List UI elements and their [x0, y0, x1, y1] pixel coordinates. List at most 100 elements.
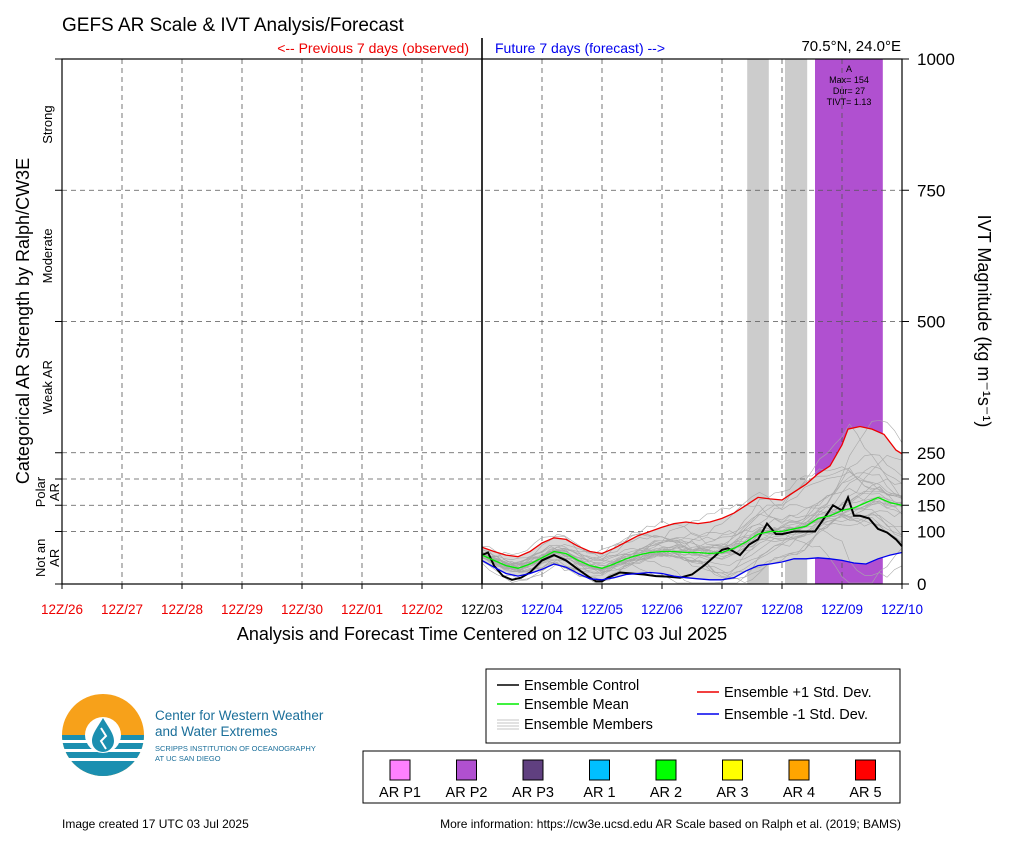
previous-days-label: <-- Previous 7 days (observed): [277, 40, 469, 56]
ensemble-member-line-28: [481, 467, 903, 567]
ensemble-member-line-18: [481, 486, 903, 571]
ensemble-spread-band: [482, 426, 902, 580]
right-axis-label: IVT Magnitude (kg m⁻¹s⁻¹): [974, 215, 994, 428]
ar-scale-swatch-6: [788, 759, 810, 781]
ar-scale-label-3: AR 1: [583, 785, 615, 801]
ensemble-member-line-13: [481, 466, 903, 568]
category-text-1-1: AR: [47, 483, 62, 501]
footer-more-info: More information: https://cw3e.ucsd.edu …: [440, 817, 901, 831]
ensemble-members-layer: [481, 420, 903, 584]
legend-members-swatch: [497, 719, 519, 730]
ensemble-member-line-16: [481, 454, 903, 569]
ar-scale-label-7: AR 5: [849, 785, 881, 801]
category-text-0-1: AR: [47, 549, 62, 567]
ensemble-1-std-dev-line: [481, 551, 903, 581]
x-tick-label-13: 12Z/09: [821, 602, 863, 617]
x-tick-label-9: 12Z/05: [581, 602, 623, 617]
x-tick-label-6: 12Z/02: [401, 602, 443, 617]
series-layer: [481, 425, 903, 583]
footer-created: Image created 17 UTC 03 Jul 2025: [62, 817, 249, 831]
ar-scale-legend: AR P1 AR P2 AR P3 AR 1 AR 2 AR 3 AR 4 AR 5: [362, 750, 901, 804]
legend-members-label: Ensemble Members: [524, 717, 653, 733]
grid-layer: [62, 59, 902, 584]
annotation-line-2: Max= 154: [829, 75, 869, 85]
x-tick-label-10: 12Z/06: [641, 602, 683, 617]
x-tick-label-3: 12Z/29: [221, 602, 263, 617]
ensemble-member-line-24: [481, 532, 903, 584]
ar-scale-label-1: AR P2: [446, 785, 488, 801]
category-text-0-0: Not an: [33, 539, 48, 577]
x-tick-label-12: 12Z/08: [761, 602, 803, 617]
ensemble-1-std-dev-line: [481, 425, 903, 558]
ar-scale-label-2: AR P3: [512, 785, 554, 801]
logo-circle-water: [62, 735, 144, 776]
annotation-line-4: TIVT= 1.13: [827, 97, 872, 107]
right-axis-label-text: IVT Magnitude (kg m⁻¹s⁻¹): [974, 215, 994, 428]
ensemble-member-line-4: [481, 420, 903, 563]
ensemble-member-line-21: [481, 478, 903, 565]
logo-line-2: and Water Extremes: [155, 724, 278, 739]
legend-control-label: Ensemble Control: [524, 678, 639, 694]
ensemble-member-line-29: [481, 500, 903, 575]
chart-title: GEFS AR Scale & IVT Analysis/Forecast: [62, 15, 404, 36]
x-tick-label-8: 12Z/04: [521, 602, 564, 617]
y-tick-label-250: 250: [917, 444, 945, 463]
ensemble-mean-line: [481, 496, 903, 569]
annotation-line-3: Dur= 27: [833, 86, 865, 96]
location-label: 70.5°N, 24.0°E: [801, 38, 901, 55]
x-tick-label-0: 12Z/26: [41, 602, 83, 617]
x-tick-label-1: 12Z/27: [101, 602, 143, 617]
ar-scale-label-4: AR 2: [650, 785, 682, 801]
logo-line-1: Center for Western Weather: [155, 708, 324, 723]
ensemble-control-line: [481, 494, 903, 583]
ensemble-member-line-7: [481, 465, 903, 571]
left-axis-label: Categorical AR Strength by Ralph/CW3E: [13, 158, 33, 484]
y-tick-label-750: 750: [917, 181, 945, 200]
category-text-1-0: Polar: [33, 476, 48, 507]
ar-scale-frame: [362, 750, 901, 804]
x-tick-label-2: 12Z/28: [161, 602, 203, 617]
droplet-icon: [92, 718, 114, 752]
y-tick-label-0: 0: [917, 575, 926, 594]
ar-scale-label-6: AR 4: [783, 785, 815, 801]
x-tick-label-11: 12Z/07: [701, 602, 743, 617]
ar-scale-label-5: AR 3: [716, 785, 748, 801]
annotation-line-1: A: [846, 64, 852, 74]
x-tick-label-4: 12Z/30: [281, 602, 323, 617]
category-label-1: Polar AR: [33, 476, 62, 507]
ar-annotation: A Max= 154 Dur= 27 TIVT= 1.13: [827, 64, 872, 107]
ensemble-member-line-14: [481, 512, 903, 574]
category-label-3: Moderate: [40, 228, 55, 283]
category-label-4: Strong: [40, 105, 55, 143]
ar-scale-swatch-3: [589, 759, 610, 781]
category-label-0: Not an AR: [33, 539, 62, 577]
category-text-4-0: Strong: [40, 105, 55, 143]
x-tick-label-5: 12Z/01: [341, 602, 383, 617]
y-tick-label-100: 100: [917, 523, 945, 542]
axes-layer: 12Z/26 12Z/27 12Z/28 12Z/29 12Z/30 12Z/01 12Z/…: [33, 38, 955, 617]
y-tick-label-200: 200: [917, 470, 945, 489]
x-tick-label-7: 12Z/03: [461, 602, 503, 617]
ensemble-member-line-15: [481, 423, 903, 564]
x-tick-label-14: 12Z/10: [881, 602, 923, 617]
legend-minus-std-label: Ensemble -1 Std. Dev.: [724, 707, 868, 723]
ar-scale-swatch-7: [855, 759, 876, 781]
ensemble-legend: Ensemble Control Ensemble Mean Ensemble …: [485, 668, 901, 744]
logo-line-4: AT UC SAN DIEGO: [155, 754, 221, 763]
cw3e-logo: Center for Western Weather and Water Ext…: [62, 694, 324, 776]
ar-scale-swatch-2: [522, 759, 544, 781]
x-axis-label: Analysis and Forecast Time Centered on 1…: [237, 624, 727, 644]
y-tick-label-1000: 1000: [917, 50, 955, 69]
ar-scale-swatch-5: [722, 759, 743, 781]
y-tick-label-150: 150: [917, 496, 945, 515]
future-days-label: Future 7 days (forecast) -->: [495, 40, 665, 56]
legend-mean-label: Ensemble Mean: [524, 697, 629, 713]
ar-scale-swatch-4: [655, 759, 677, 781]
category-label-2: Weak AR: [40, 360, 55, 414]
ar-scale-swatch-0: [389, 759, 411, 781]
ar-scale-swatch-1: [456, 759, 477, 781]
ar-scale-label-0: AR P1: [379, 785, 421, 801]
category-text-3-0: Moderate: [40, 228, 55, 283]
